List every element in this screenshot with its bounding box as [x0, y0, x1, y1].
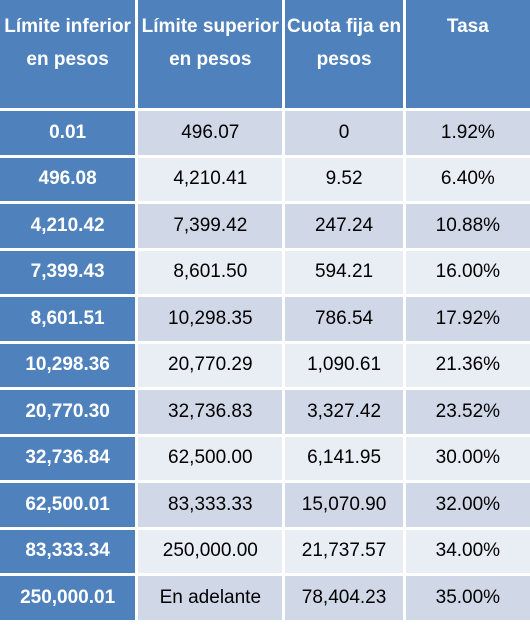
header-tasa-label: Tasa — [446, 16, 489, 37]
cell-tasa: 34.00% — [405, 529, 530, 573]
cell-cuota-fija: 78,404.23 — [285, 576, 403, 620]
cell-limite-superior: 10,298.35 — [138, 297, 283, 341]
cell-cuota-fija: 594.21 — [285, 250, 403, 294]
cell-tasa: 21.36% — [405, 343, 530, 387]
cell-limite-superior: 250,000.00 — [138, 529, 283, 573]
cell-limite-inferior: 10,298.36 — [0, 343, 136, 387]
cell-limite-superior: 62,500.00 — [138, 436, 283, 480]
header-limite-inferior-label: Límite inferior en pesos — [4, 16, 131, 70]
cell-limite-superior: En adelante — [138, 576, 283, 620]
cell-limite-superior: 32,736.83 — [138, 390, 283, 434]
header-cuota-fija-label: Cuota fija en pesos — [287, 16, 402, 70]
cell-limite-inferior: 62,500.01 — [0, 483, 136, 527]
cell-limite-superior: 4,210.41 — [138, 157, 283, 201]
table-row: 20,770.30 32,736.83 3,327.42 23.52% — [0, 390, 530, 434]
header-cuota-fija: Cuota fija en pesos — [285, 0, 403, 108]
header-tasa: Tasa — [405, 0, 530, 108]
cell-limite-inferior: 496.08 — [0, 157, 136, 201]
cell-limite-superior: 7,399.42 — [138, 204, 283, 248]
table-row: 0.01 496.07 0 1.92% — [0, 111, 530, 155]
table-row: 32,736.84 62,500.00 6,141.95 30.00% — [0, 436, 530, 480]
table-row: 496.08 4,210.41 9.52 6.40% — [0, 157, 530, 201]
cell-limite-inferior: 0.01 — [0, 111, 136, 155]
table-row: 7,399.43 8,601.50 594.21 16.00% — [0, 250, 530, 294]
table-row: 83,333.34 250,000.00 21,737.57 34.00% — [0, 529, 530, 573]
cell-cuota-fija: 786.54 — [285, 297, 403, 341]
header-limite-superior-label: Límite superior en pesos — [141, 16, 279, 70]
cell-tasa: 1.92% — [405, 111, 530, 155]
table-row: 10,298.36 20,770.29 1,090.61 21.36% — [0, 343, 530, 387]
cell-tasa: 16.00% — [405, 250, 530, 294]
cell-limite-inferior: 83,333.34 — [0, 529, 136, 573]
cell-cuota-fija: 15,070.90 — [285, 483, 403, 527]
cell-cuota-fija: 6,141.95 — [285, 436, 403, 480]
cell-tasa: 6.40% — [405, 157, 530, 201]
cell-limite-superior: 8,601.50 — [138, 250, 283, 294]
cell-limite-inferior: 250,000.01 — [0, 576, 136, 620]
header-limite-inferior: Límite inferior en pesos — [0, 0, 136, 108]
table-row: 8,601.51 10,298.35 786.54 17.92% — [0, 297, 530, 341]
header-limite-superior: Límite superior en pesos — [138, 0, 283, 108]
cell-tasa: 30.00% — [405, 436, 530, 480]
cell-tasa: 23.52% — [405, 390, 530, 434]
cell-cuota-fija: 1,090.61 — [285, 343, 403, 387]
cell-cuota-fija: 9.52 — [285, 157, 403, 201]
cell-cuota-fija: 3,327.42 — [285, 390, 403, 434]
cell-tasa: 35.00% — [405, 576, 530, 620]
cell-tasa: 32.00% — [405, 483, 530, 527]
cell-cuota-fija: 0 — [285, 111, 403, 155]
cell-limite-inferior: 20,770.30 — [0, 390, 136, 434]
cell-limite-inferior: 8,601.51 — [0, 297, 136, 341]
cell-limite-superior: 496.07 — [138, 111, 283, 155]
cell-limite-inferior: 7,399.43 — [0, 250, 136, 294]
cell-tasa: 17.92% — [405, 297, 530, 341]
cell-limite-superior: 83,333.33 — [138, 483, 283, 527]
table-row: 4,210.42 7,399.42 247.24 10.88% — [0, 204, 530, 248]
cell-limite-superior: 20,770.29 — [138, 343, 283, 387]
cell-cuota-fija: 21,737.57 — [285, 529, 403, 573]
table-row: 250,000.01 En adelante 78,404.23 35.00% — [0, 576, 530, 620]
table-header-row: Límite inferior en pesos Límite superior… — [0, 0, 530, 108]
table-row: 62,500.01 83,333.33 15,070.90 32.00% — [0, 483, 530, 527]
cell-cuota-fija: 247.24 — [285, 204, 403, 248]
cell-limite-inferior: 32,736.84 — [0, 436, 136, 480]
cell-tasa: 10.88% — [405, 204, 530, 248]
cell-limite-inferior: 4,210.42 — [0, 204, 136, 248]
